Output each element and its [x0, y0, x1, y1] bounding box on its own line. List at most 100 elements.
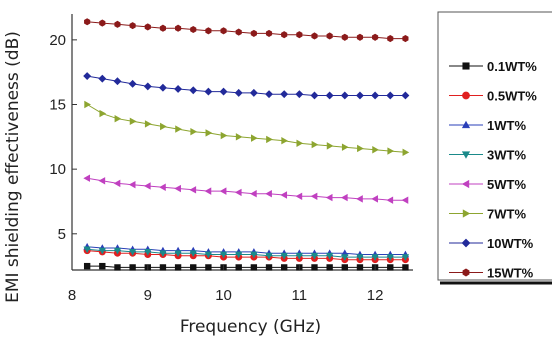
- series-3wt-: [83, 246, 410, 261]
- data-point: [160, 122, 167, 131]
- legend-item: 0.5WT%: [449, 89, 537, 104]
- data-point: [401, 254, 410, 261]
- data-point: [144, 249, 152, 256]
- data-point: [371, 195, 378, 203]
- data-point: [250, 251, 258, 259]
- legend-item: 1WT%: [449, 118, 526, 133]
- data-point: [265, 264, 273, 271]
- series-line: [87, 248, 406, 258]
- legend-marker: [462, 62, 470, 70]
- data-point: [235, 264, 242, 271]
- data-point: [340, 91, 349, 100]
- data-point: [113, 179, 121, 188]
- data-point: [175, 125, 182, 133]
- data-point: [311, 140, 319, 149]
- legend-item: 15WT%: [449, 266, 534, 281]
- legend-label: 3WT%: [487, 148, 526, 163]
- data-point: [129, 22, 136, 30]
- data-point: [387, 264, 394, 271]
- data-point: [372, 146, 379, 154]
- data-point: [402, 35, 409, 43]
- data-point: [113, 77, 122, 86]
- data-point: [189, 250, 197, 258]
- legend-label: 10WT%: [487, 236, 534, 251]
- data-point: [371, 91, 380, 100]
- data-point: [219, 251, 228, 259]
- x-tick-label: 10: [215, 287, 232, 304]
- data-point: [220, 131, 228, 140]
- data-point: [190, 264, 197, 271]
- data-point: [204, 87, 213, 96]
- data-point: [174, 184, 181, 193]
- data-point: [401, 196, 409, 204]
- data-point: [99, 109, 107, 118]
- data-point: [281, 31, 288, 39]
- data-point: [190, 25, 197, 34]
- data-point: [401, 91, 410, 100]
- data-point: [311, 264, 318, 271]
- y-tick-label: 5: [58, 226, 66, 243]
- data-point: [205, 264, 212, 271]
- series-line: [87, 21, 406, 40]
- data-point: [296, 139, 304, 148]
- data-point: [235, 133, 243, 141]
- data-point: [219, 87, 228, 96]
- data-point: [402, 264, 409, 271]
- data-point: [280, 264, 288, 271]
- legend-label: 5WT%: [487, 177, 526, 192]
- legend-marker: [461, 120, 471, 129]
- legend-label: 1WT%: [487, 118, 526, 133]
- data-point: [357, 144, 364, 153]
- x-tick-label: 12: [367, 287, 384, 304]
- data-point: [387, 35, 394, 43]
- data-point: [326, 32, 333, 40]
- data-point: [310, 91, 319, 100]
- data-point: [310, 192, 318, 201]
- data-point: [265, 29, 273, 37]
- data-point: [83, 262, 91, 270]
- data-point: [220, 27, 227, 35]
- data-point: [341, 33, 348, 41]
- data-point: [280, 252, 288, 260]
- data-point: [235, 251, 243, 259]
- data-point: [175, 24, 182, 32]
- data-point: [356, 33, 364, 41]
- data-point: [234, 188, 242, 197]
- data-point: [250, 29, 257, 37]
- y-tick-label: 15: [49, 97, 66, 114]
- legend-marker: [462, 209, 471, 218]
- series-10wt-: [83, 72, 410, 100]
- x-tick-label: 9: [144, 287, 152, 304]
- data-point: [190, 127, 198, 136]
- data-point: [159, 183, 166, 191]
- legend-item: 5WT%: [449, 177, 526, 192]
- data-point: [159, 24, 167, 32]
- data-point: [174, 264, 182, 271]
- data-point: [219, 187, 227, 195]
- y-axis-title: EMI shielding effectiveness (dB): [3, 31, 23, 303]
- data-point: [158, 83, 167, 92]
- legend-item: 3WT%: [449, 148, 526, 163]
- data-point: [326, 142, 334, 150]
- data-point: [84, 100, 91, 109]
- data-point: [205, 129, 213, 137]
- data-point: [99, 262, 106, 270]
- data-point: [386, 254, 394, 261]
- data-point: [99, 19, 106, 27]
- data-point: [266, 135, 273, 144]
- data-point: [98, 74, 107, 83]
- data-point: [128, 79, 137, 88]
- legend-item: 10WT%: [449, 236, 534, 251]
- data-point: [159, 250, 167, 258]
- data-point: [372, 33, 379, 41]
- data-point: [143, 82, 152, 91]
- data-point: [356, 264, 364, 271]
- data-point: [144, 120, 152, 128]
- data-point: [281, 136, 288, 145]
- data-point: [250, 190, 257, 198]
- y-tick-label: 10: [49, 161, 66, 178]
- data-point: [341, 254, 349, 261]
- legend-item: 0.1WT%: [449, 59, 537, 74]
- series-0-1wt-: [83, 262, 409, 271]
- legend-item: 7WT%: [449, 207, 526, 222]
